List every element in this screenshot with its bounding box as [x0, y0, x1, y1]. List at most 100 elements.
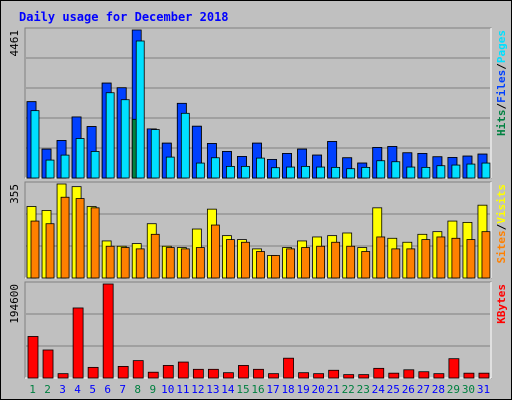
day-label: 4: [74, 383, 81, 396]
bar-kbytes: [418, 371, 430, 379]
panel-bottom: 194600 KBytes: [8, 281, 508, 379]
bar-pages: [406, 166, 416, 179]
bar-sites: [286, 248, 295, 279]
bar-sites: [90, 207, 100, 279]
bar-kbytes: [283, 357, 294, 379]
bar-kbytes: [463, 372, 475, 379]
bar-pages: [286, 166, 295, 179]
day-label: 25: [387, 383, 400, 396]
day-label: 19: [296, 383, 309, 396]
bar-sites: [210, 224, 220, 279]
legend-middle: Sites/Visits: [495, 184, 508, 264]
bar-sites: [120, 247, 130, 279]
bar-pages: [361, 166, 371, 179]
bar-sites: [180, 248, 190, 279]
day-label: 23: [357, 383, 370, 396]
bar-kbytes: [448, 358, 460, 379]
legend-entry: /: [495, 223, 508, 230]
bar-kbytes: [57, 373, 69, 379]
bar-sites: [195, 247, 205, 279]
legend-entry: Pages: [495, 30, 508, 63]
bar-pages: [120, 99, 130, 179]
day-label: 8: [134, 383, 141, 396]
bar-pages: [45, 159, 55, 179]
y-max-label-bottom: 194600: [8, 284, 21, 324]
bar-kbytes: [388, 372, 400, 379]
bar-pages: [105, 92, 115, 179]
legend-entry: Sites: [495, 230, 508, 263]
bar-pages: [451, 164, 461, 179]
day-label: 29: [447, 383, 460, 396]
bar-sites: [391, 248, 401, 279]
bar-kbytes: [433, 373, 445, 379]
bar-pages: [210, 157, 220, 179]
day-label: 12: [191, 383, 204, 396]
bar-pages: [195, 162, 205, 179]
bar-sites: [271, 255, 280, 279]
legend-entry: Visits: [495, 184, 508, 224]
bar-kbytes: [132, 360, 144, 379]
bar-sites: [135, 248, 145, 279]
bar-kbytes: [42, 349, 54, 379]
day-label: 20: [312, 383, 325, 396]
bar-kbytes: [117, 366, 129, 379]
bar-kbytes: [478, 372, 490, 379]
bar-pages: [466, 163, 476, 179]
bar-sites: [301, 247, 310, 279]
day-label: 22: [342, 383, 355, 396]
bar-kbytes: [162, 365, 174, 379]
day-label: 2: [44, 383, 51, 396]
legend-entry: Hits: [495, 110, 508, 137]
panel-middle: 355 Sites/Visits: [8, 181, 508, 279]
bar-sites: [481, 231, 491, 279]
bar-sites: [30, 220, 40, 279]
day-label: 24: [372, 383, 386, 396]
bar-sites: [226, 239, 235, 279]
day-label: 13: [206, 383, 219, 396]
y-max-label-top: 4461: [8, 30, 21, 57]
bar-sites: [60, 196, 70, 279]
bar-pages: [135, 40, 145, 179]
bar-sites: [45, 223, 55, 279]
day-label: 26: [402, 383, 415, 396]
bar-sites: [421, 239, 431, 279]
bar-kbytes: [72, 307, 84, 379]
legend-top: Hits/Files/Pages: [495, 30, 508, 136]
bar-sites: [165, 247, 175, 279]
day-label: 16: [251, 383, 264, 396]
bar-kbytes: [343, 374, 355, 379]
bar-kbytes: [313, 373, 325, 379]
day-label: 18: [281, 383, 294, 396]
bar-kbytes: [223, 372, 234, 379]
legend-entry: /: [495, 103, 508, 110]
bar-sites: [436, 236, 446, 279]
day-label: 14: [221, 383, 235, 396]
bar-kbytes: [238, 365, 249, 379]
legend-entry: Files: [495, 70, 508, 103]
bar-kbytes: [102, 283, 114, 379]
plot-area-bottom: [24, 281, 492, 379]
bar-sites: [241, 241, 250, 279]
bar-kbytes: [328, 369, 340, 379]
day-label: 1: [29, 383, 36, 396]
day-label: 11: [176, 383, 189, 396]
day-label: 17: [266, 383, 279, 396]
bar-kbytes: [253, 368, 264, 379]
bar-kbytes: [27, 336, 39, 379]
bar-pages: [316, 166, 326, 179]
bar-sites: [361, 251, 371, 279]
day-label: 30: [462, 383, 475, 396]
bar-pages: [150, 129, 160, 179]
bar-kbytes: [87, 366, 99, 379]
day-label: 27: [417, 383, 430, 396]
bar-kbytes: [147, 371, 159, 379]
bar-sites: [451, 237, 461, 279]
bar-pages: [30, 110, 40, 179]
chart-panels: 4461Hits/Files/Pages355Sites/Visits19460…: [8, 27, 508, 379]
legend-entry: KBytes: [495, 284, 508, 324]
bar-sites: [376, 236, 386, 279]
bar-sites: [150, 233, 160, 279]
day-label: 31: [477, 383, 490, 396]
